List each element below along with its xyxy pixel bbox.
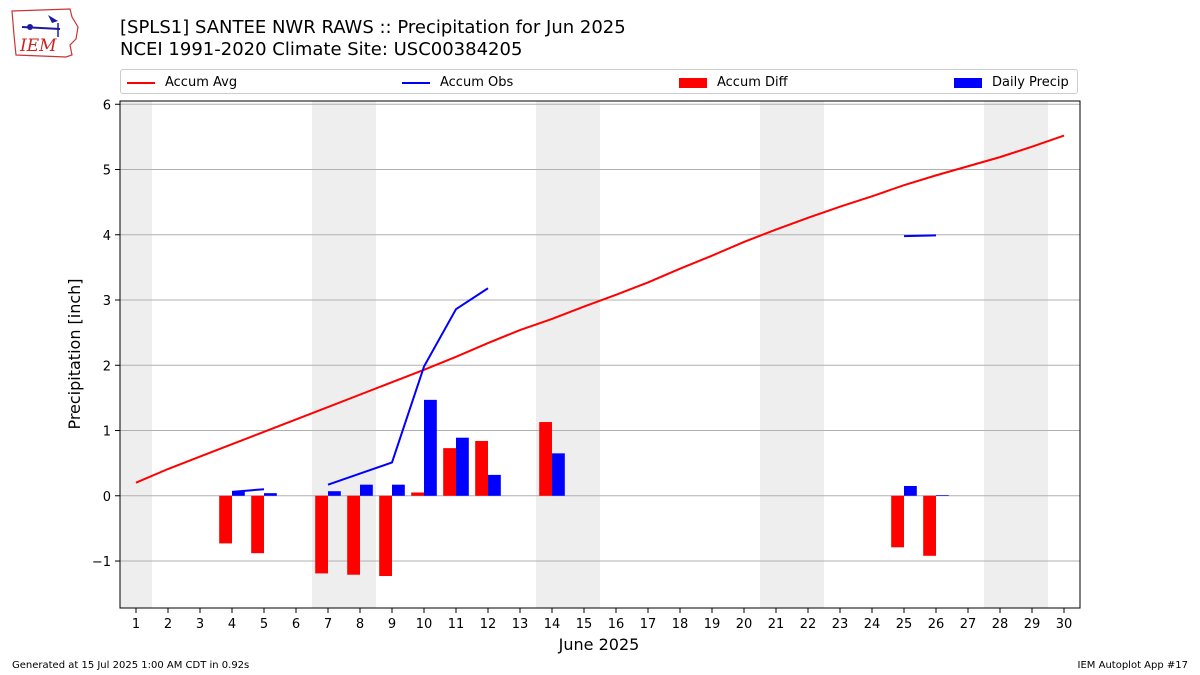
accum-diff-bar	[539, 422, 552, 496]
accum-diff-bar	[443, 448, 456, 496]
legend-swatch	[679, 77, 707, 88]
accum-obs-line	[327, 287, 489, 486]
generated-timestamp: Generated at 15 Jul 2025 1:00 AM CDT in …	[12, 660, 250, 671]
x-tick-label: 13	[512, 617, 529, 632]
accum-diff-bar	[315, 495, 328, 574]
iowa-outline-shape	[11, 8, 79, 58]
x-tick-label: 23	[832, 617, 849, 632]
logo-text: IEM	[19, 36, 57, 56]
daily-precip-bar	[328, 491, 341, 496]
x-tick-label: 25	[896, 617, 913, 632]
y-tick-label: 1	[103, 425, 111, 440]
accum-diff-bar	[219, 495, 232, 544]
x-tick-label: 26	[928, 617, 945, 632]
iem-logo: IEM	[11, 8, 79, 58]
x-tick-label: 28	[992, 617, 1009, 632]
x-tick-label: 17	[640, 617, 657, 632]
daily-precip-bar	[232, 491, 245, 496]
y-tick-label: 2	[103, 359, 111, 374]
x-tick-label: 15	[576, 617, 593, 632]
x-tick-label: 30	[1056, 617, 1073, 632]
weekend-band	[344, 101, 376, 608]
x-tick-label: 14	[544, 617, 561, 632]
x-tick-label: 16	[608, 617, 625, 632]
accum-avg-line	[135, 134, 1065, 484]
legend-item-accum-obs: Accum Obs	[402, 70, 513, 95]
app-credit: IEM Autoplot App #17	[1077, 660, 1188, 671]
x-tick-label: 11	[448, 617, 465, 632]
x-axis-label: June 2025	[558, 635, 640, 654]
x-tick-label: 27	[960, 617, 977, 632]
x-tick-label: 21	[768, 617, 785, 632]
daily-precip-bar	[456, 437, 469, 496]
legend-label: Accum Diff	[717, 75, 788, 90]
daily-precip-bar	[392, 484, 405, 496]
accum-diff-bar	[475, 440, 488, 496]
x-tick-label: 24	[864, 617, 881, 632]
x-tick-label: 3	[196, 617, 204, 632]
legend-label: Daily Precip	[992, 75, 1069, 90]
x-tick-label: 7	[324, 617, 332, 632]
x-tick-label: 6	[292, 617, 300, 632]
legend-swatch	[127, 81, 155, 84]
daily-precip-bar	[488, 474, 501, 496]
y-axis-label: Precipitation [inch]	[65, 278, 84, 429]
weekend-band	[760, 101, 792, 608]
accum-diff-bar	[251, 495, 264, 554]
y-tick-label: 6	[103, 98, 111, 113]
accum-diff-bar	[379, 495, 392, 577]
x-tick-label: 18	[672, 617, 689, 632]
x-tick-label: 4	[228, 617, 236, 632]
weekend-band	[792, 101, 824, 608]
weekend-band	[312, 101, 344, 608]
daily-precip-bar	[360, 484, 373, 496]
x-tick-label: 10	[416, 617, 433, 632]
legend-item-accum-diff: Accum Diff	[679, 70, 788, 95]
weekend-band	[120, 101, 152, 608]
plot-frame	[119, 100, 1081, 609]
accum-obs-line	[231, 488, 265, 493]
y-tick-label: 4	[103, 229, 111, 244]
daily-precip-bar	[424, 399, 437, 496]
legend-label: Accum Avg	[165, 75, 238, 90]
chart-title: [SPLS1] SANTEE NWR RAWS :: Precipitation…	[120, 17, 626, 38]
accum-diff-bar	[411, 492, 424, 496]
weekend-band	[984, 101, 1016, 608]
x-tick-label: 2	[164, 617, 172, 632]
legend-swatch	[954, 77, 982, 88]
x-tick-label: 20	[736, 617, 753, 632]
y-tick-label: 3	[103, 294, 111, 309]
weekend-band	[536, 101, 568, 608]
y-tick-label: 5	[103, 164, 111, 179]
daily-precip-bar	[936, 495, 949, 496]
legend-label: Accum Obs	[440, 75, 514, 90]
x-tick-label: 1	[132, 617, 140, 632]
x-tick-label: 22	[800, 617, 817, 632]
weekend-band	[1016, 101, 1048, 608]
x-tick-label: 29	[1024, 617, 1041, 632]
legend: Accum Avg Accum Obs Accum Diff Daily Pre…	[120, 69, 1078, 94]
x-tick-label: 5	[260, 617, 268, 632]
y-tick-label: 0	[103, 490, 111, 505]
daily-precip-bar	[264, 493, 277, 496]
x-tick-label: 19	[704, 617, 721, 632]
x-tick-label: 9	[388, 617, 396, 632]
x-tick-label: 12	[480, 617, 497, 632]
legend-item-daily-precip: Daily Precip	[954, 70, 1069, 95]
y-tick-label: −1	[92, 555, 111, 570]
legend-item-accum-avg: Accum Avg	[127, 70, 237, 95]
chart-subtitle: NCEI 1991-2020 Climate Site: USC00384205	[120, 39, 523, 60]
x-tick-label: 8	[356, 617, 364, 632]
accum-obs-line	[903, 234, 937, 238]
accum-diff-bar	[347, 495, 360, 575]
accum-diff-bar	[891, 495, 904, 548]
daily-precip-bar	[552, 453, 565, 496]
daily-precip-bar	[904, 485, 917, 496]
legend-swatch	[402, 81, 430, 84]
weekend-band	[568, 101, 600, 608]
accum-diff-bar	[923, 495, 936, 556]
